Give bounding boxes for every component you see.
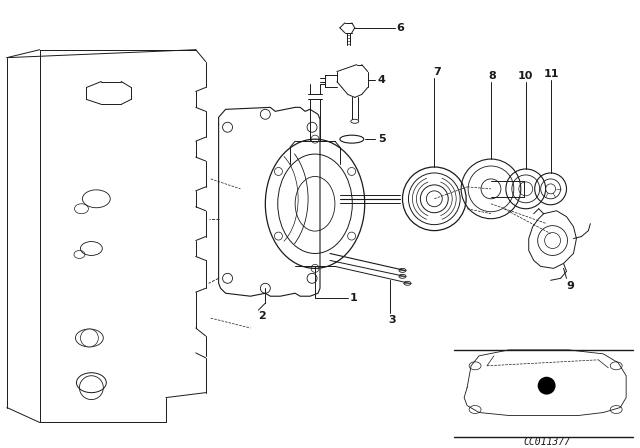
Text: 1: 1 — [350, 293, 358, 303]
Text: 6: 6 — [397, 23, 404, 33]
Text: 5: 5 — [378, 134, 385, 144]
Text: 4: 4 — [378, 74, 385, 85]
Text: 3: 3 — [388, 315, 396, 325]
Text: 11: 11 — [544, 69, 559, 78]
Text: 7: 7 — [433, 67, 441, 77]
Circle shape — [538, 377, 556, 395]
Text: 2: 2 — [259, 311, 266, 321]
Text: 9: 9 — [566, 281, 575, 291]
Text: CC011377: CC011377 — [523, 437, 570, 448]
Text: 8: 8 — [488, 70, 496, 81]
Text: 10: 10 — [518, 70, 534, 81]
Circle shape — [81, 329, 99, 347]
